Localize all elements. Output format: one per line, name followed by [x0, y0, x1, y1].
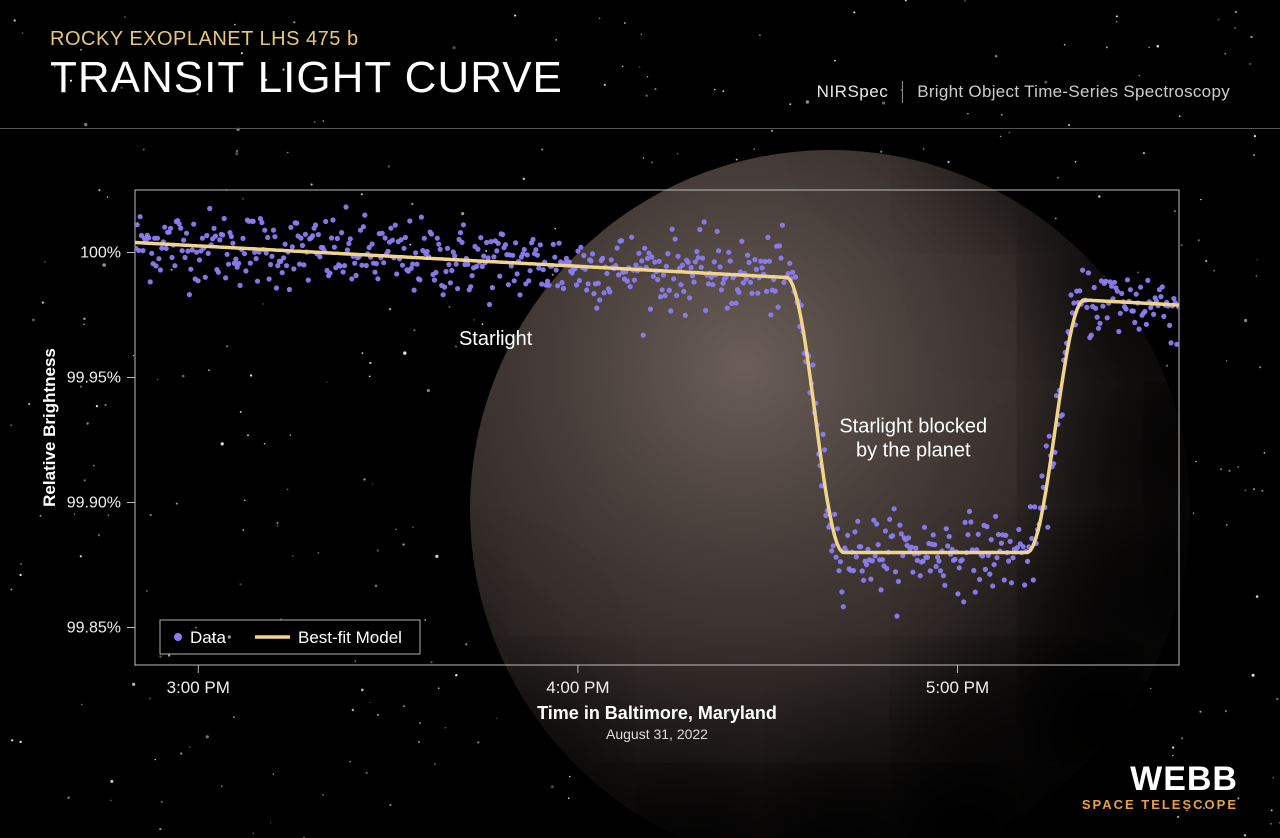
chart-annotation: by the planet	[856, 440, 971, 462]
chart-container: 99.85% 99.90% 99.95% 100% 3:00 PM 4:00 PM 5:00…	[0, 0, 1280, 838]
x-tick-label: 5:00 PM	[926, 678, 989, 697]
data-series-group	[133, 204, 1181, 618]
webb-logo: WEBB SPACE TELESCOPE	[1082, 760, 1238, 812]
legend-model-label: Best-fit Model	[298, 628, 402, 647]
logo-sub: SPACE TELESCOPE	[1082, 797, 1238, 812]
chart-annotation: Starlight	[459, 328, 533, 350]
chart-annotation: Starlight blocked	[839, 416, 987, 438]
light-curve-chart: 99.85% 99.90% 99.95% 100% 3:00 PM 4:00 PM 5:00…	[0, 0, 1280, 838]
eyebrow-title: ROCKY EXOPLANET LHS 475 b	[50, 28, 563, 51]
header-divider	[0, 128, 1280, 129]
y-tick-label: 99.95%	[67, 370, 121, 387]
y-tick-label: 99.85%	[67, 620, 121, 637]
instrument-mode: Bright Object Time-Series Spectroscopy	[917, 82, 1230, 102]
instrument-name: NIRSpec	[817, 82, 889, 102]
title-block: ROCKY EXOPLANET LHS 475 b TRANSIT LIGHT …	[50, 28, 563, 103]
y-axis-label: Relative Brightness	[40, 348, 59, 507]
header: ROCKY EXOPLANET LHS 475 b TRANSIT LIGHT …	[50, 28, 1230, 103]
y-tick-label: 99.90%	[67, 495, 121, 512]
y-tick-label: 100%	[80, 245, 121, 262]
x-axis-sublabel: August 31, 2022	[606, 726, 708, 742]
x-axis-label: Time in Baltimore, Maryland	[537, 703, 777, 723]
main-title: TRANSIT LIGHT CURVE	[50, 53, 563, 103]
divider-icon	[902, 81, 903, 103]
x-tick-label: 4:00 PM	[546, 678, 609, 697]
logo-main: WEBB	[1082, 760, 1238, 799]
legend-data-label: Data	[190, 628, 226, 647]
x-tick-label: 3:00 PM	[167, 678, 230, 697]
instrument-block: NIRSpec Bright Object Time-Series Spectr…	[817, 81, 1230, 103]
legend: Data Best-fit Model	[160, 620, 420, 654]
